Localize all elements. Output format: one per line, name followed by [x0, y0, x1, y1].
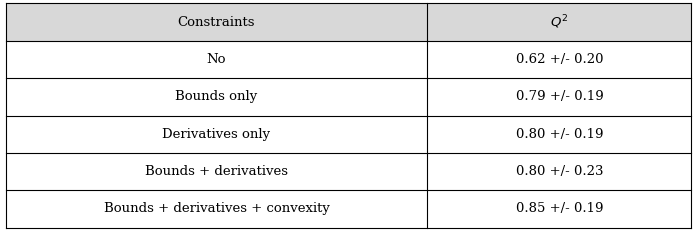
Bar — [6, 153, 427, 190]
Text: Bounds + derivatives: Bounds + derivatives — [145, 165, 288, 178]
Bar — [6, 78, 427, 116]
Text: No: No — [207, 53, 227, 66]
Bar — [427, 78, 691, 116]
Text: 0.79 +/- 0.19: 0.79 +/- 0.19 — [516, 90, 604, 103]
Text: Bounds + derivatives + convexity: Bounds + derivatives + convexity — [104, 202, 330, 215]
Bar — [6, 190, 427, 228]
Text: 0.62 +/- 0.20: 0.62 +/- 0.20 — [516, 53, 603, 66]
Bar — [427, 153, 691, 190]
Bar — [6, 116, 427, 153]
Bar — [427, 3, 691, 41]
Text: Bounds only: Bounds only — [176, 90, 258, 103]
Text: 0.80 +/- 0.19: 0.80 +/- 0.19 — [516, 128, 603, 141]
Text: Constraints: Constraints — [178, 16, 255, 29]
Bar — [427, 190, 691, 228]
Bar — [6, 41, 427, 78]
Text: Derivatives only: Derivatives only — [162, 128, 270, 141]
Text: 0.85 +/- 0.19: 0.85 +/- 0.19 — [516, 202, 603, 215]
Text: $Q^2$: $Q^2$ — [551, 13, 569, 31]
Bar — [427, 116, 691, 153]
Bar — [6, 3, 427, 41]
Bar — [427, 41, 691, 78]
Text: 0.80 +/- 0.23: 0.80 +/- 0.23 — [516, 165, 603, 178]
